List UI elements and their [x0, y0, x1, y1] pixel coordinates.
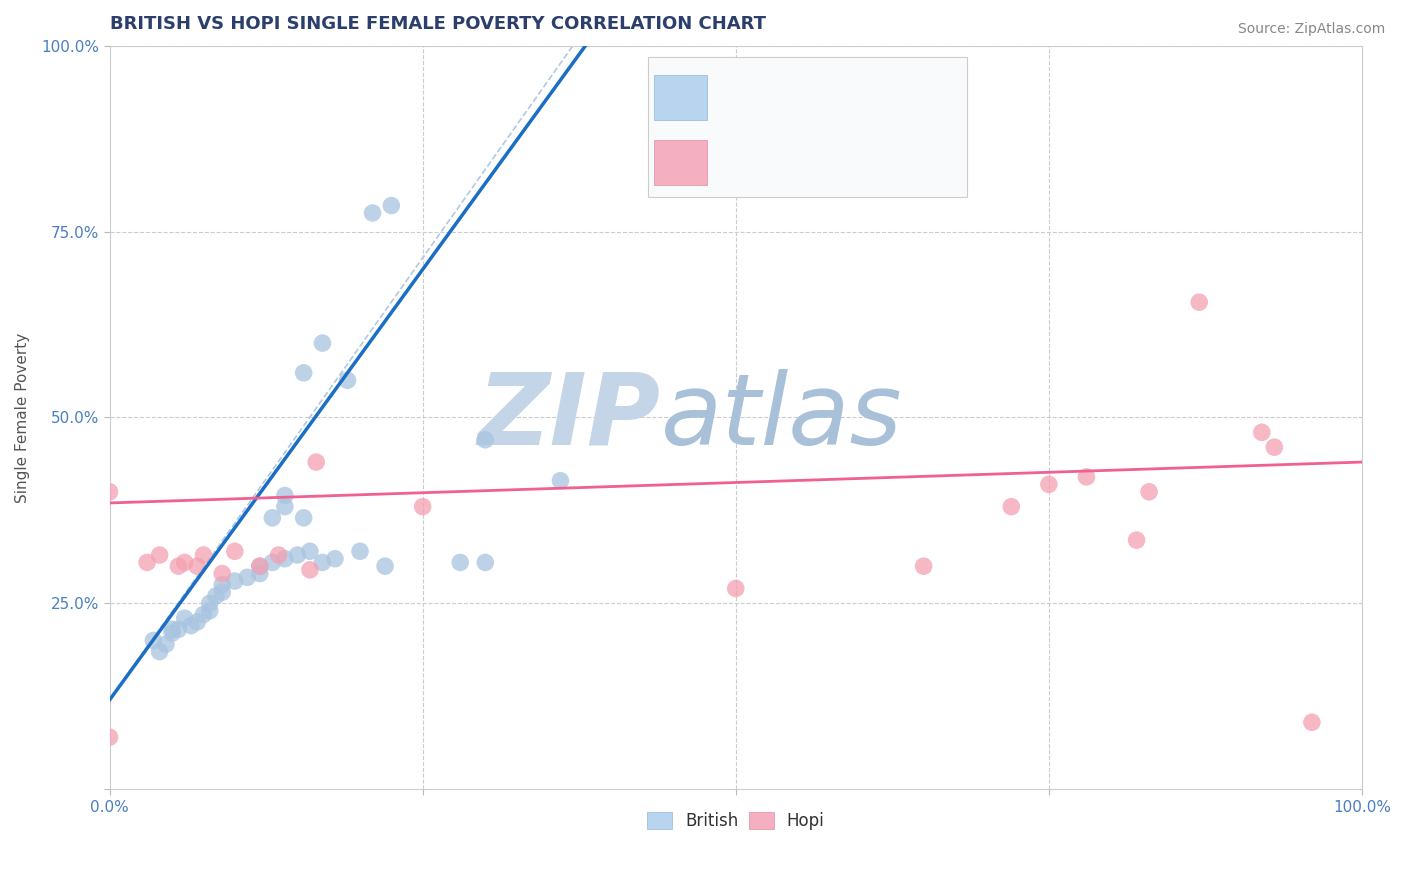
Point — [205, 589, 228, 603]
Point — [1188, 295, 1211, 310]
Point — [336, 373, 359, 387]
Point — [262, 556, 284, 570]
Point — [224, 574, 246, 588]
Point — [1000, 500, 1022, 514]
Text: ZIP: ZIP — [478, 369, 661, 466]
Point — [249, 559, 271, 574]
Point — [267, 548, 290, 562]
Point — [186, 615, 208, 629]
FancyBboxPatch shape — [648, 57, 967, 196]
Point — [311, 556, 333, 570]
Point — [149, 645, 172, 659]
Point — [211, 578, 233, 592]
FancyBboxPatch shape — [654, 76, 707, 120]
Point — [186, 559, 208, 574]
Point — [474, 433, 496, 447]
Point — [249, 559, 271, 574]
Point — [142, 633, 165, 648]
Point — [912, 559, 935, 574]
Point — [1263, 440, 1285, 454]
Point — [361, 206, 384, 220]
Point — [323, 551, 346, 566]
Point — [198, 596, 221, 610]
Point — [349, 544, 371, 558]
Point — [180, 618, 202, 632]
Point — [98, 730, 121, 744]
Point — [236, 570, 259, 584]
Point — [1125, 533, 1147, 548]
FancyBboxPatch shape — [654, 140, 707, 185]
Point — [136, 556, 159, 570]
Point — [155, 637, 177, 651]
Point — [374, 559, 396, 574]
Point — [173, 611, 195, 625]
Point — [298, 544, 321, 558]
Point — [550, 474, 572, 488]
Point — [292, 511, 315, 525]
Text: R = 0.482   N = 39: R = 0.482 N = 39 — [723, 88, 893, 107]
Point — [449, 556, 471, 570]
Point — [1137, 484, 1160, 499]
Point — [724, 582, 747, 596]
Point — [1038, 477, 1060, 491]
Point — [193, 607, 215, 622]
Point — [193, 548, 215, 562]
Point — [198, 604, 221, 618]
Point — [1076, 470, 1098, 484]
Point — [274, 500, 297, 514]
Y-axis label: Single Female Poverty: Single Female Poverty — [15, 333, 30, 502]
Point — [292, 366, 315, 380]
Point — [211, 566, 233, 581]
Point — [1301, 715, 1323, 730]
Point — [274, 551, 297, 566]
Point — [249, 566, 271, 581]
Point — [1250, 425, 1272, 440]
Point — [160, 623, 183, 637]
Point — [160, 626, 183, 640]
Legend: British, Hopi: British, Hopi — [640, 805, 831, 837]
Point — [274, 489, 297, 503]
Point — [287, 548, 309, 562]
Point — [167, 623, 190, 637]
Point — [98, 484, 121, 499]
Point — [167, 559, 190, 574]
Point — [311, 336, 333, 351]
Point — [173, 556, 195, 570]
Text: R =  0.181   N = 25: R = 0.181 N = 25 — [723, 153, 898, 171]
Point — [380, 198, 402, 212]
Point — [149, 548, 172, 562]
Point — [262, 511, 284, 525]
Text: atlas: atlas — [661, 369, 903, 466]
Point — [474, 556, 496, 570]
Text: Source: ZipAtlas.com: Source: ZipAtlas.com — [1237, 22, 1385, 37]
Text: BRITISH VS HOPI SINGLE FEMALE POVERTY CORRELATION CHART: BRITISH VS HOPI SINGLE FEMALE POVERTY CO… — [110, 15, 765, 33]
Point — [305, 455, 328, 469]
Point — [298, 563, 321, 577]
Point — [224, 544, 246, 558]
Point — [412, 500, 434, 514]
Point — [211, 585, 233, 599]
